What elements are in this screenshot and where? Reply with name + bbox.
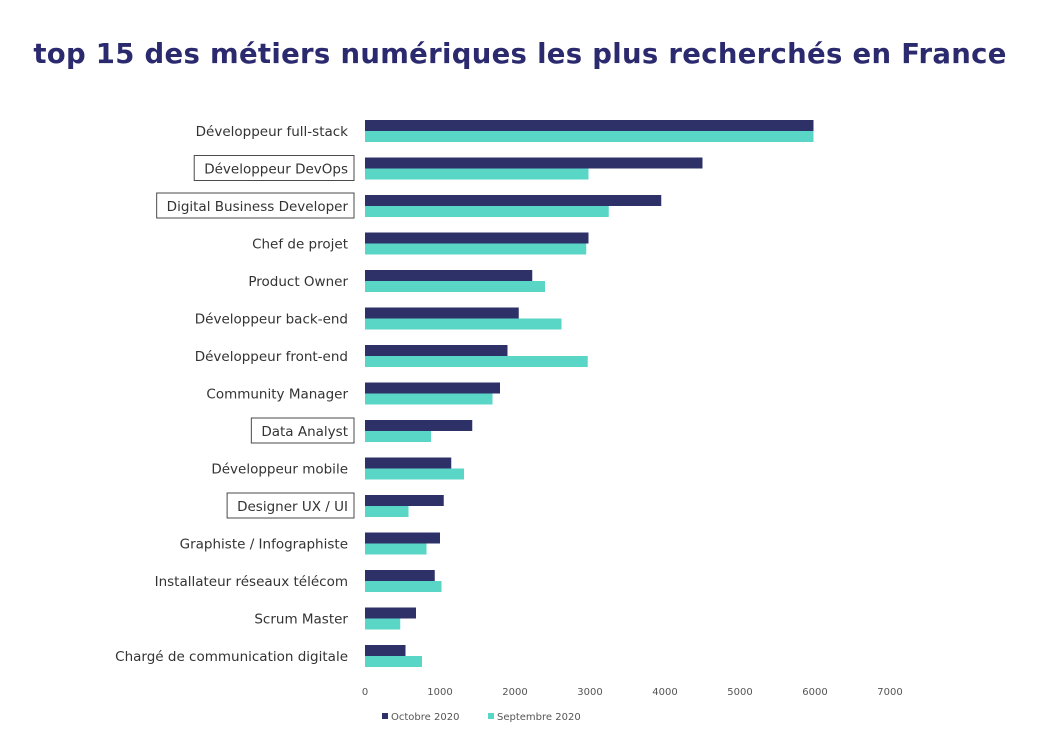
bar-septembre-2020 [365,318,562,330]
category-label: Développeur mobile [211,462,348,478]
series-september-bars [365,131,814,667]
legend: Octobre 2020 Septembre 2020 [382,712,581,723]
category-label: Installateur réseaux télécom [155,574,348,590]
category-labels: Développeur full-stack Développeur DevOps… [115,124,348,665]
chart-title: top 15 des métiers numériques les plus r… [33,38,1007,70]
bar-octobre-2020 [365,382,500,394]
bar-octobre-2020 [365,270,533,281]
x-axis-tick-labels: 0 1000 2000 3000 4000 5000 6000 7000 [362,687,903,698]
bar-octobre-2020 [365,532,440,544]
category-label: Graphiste / Infographiste [180,537,348,553]
category-label: Développeur full-stack [196,124,349,140]
bar-septembre-2020 [365,468,464,480]
bar-octobre-2020 [365,495,444,506]
x-tick-label: 3000 [577,687,602,698]
x-tick-label: 2000 [502,687,527,698]
x-tick-label: 4000 [652,687,677,698]
bar-septembre-2020 [365,393,493,405]
bar-septembre-2020 [365,506,409,517]
category-label: Data Analyst [261,424,348,440]
category-label: Développeur front-end [195,349,348,365]
series-october-bars [365,120,814,656]
legend-label: Septembre 2020 [497,712,581,723]
legend-label: Octobre 2020 [391,712,459,723]
category-label-box [250,417,355,444]
bar-octobre-2020 [365,607,416,619]
x-tick-label: 5000 [727,687,752,698]
bar-septembre-2020 [365,618,401,630]
bar-septembre-2020 [365,431,431,442]
category-label: Product Owner [248,274,348,290]
bar-octobre-2020 [365,645,406,656]
bar-octobre-2020 [365,345,508,356]
category-label: Community Manager [206,387,348,403]
bar-septembre-2020 [365,543,427,555]
category-label: Chef de projet [252,237,348,253]
category-label-boxes [156,155,355,519]
x-tick-label: 6000 [802,687,827,698]
x-tick-label: 0 [362,687,368,698]
bar-octobre-2020 [365,157,703,169]
bar-octobre-2020 [365,420,473,431]
legend-swatch [488,713,494,719]
x-tick-label: 1000 [427,687,452,698]
category-label: Développeur DevOps [204,162,348,178]
category-label-box [193,155,355,181]
bar-septembre-2020 [365,356,588,367]
bar-septembre-2020 [365,581,442,592]
category-label: Scrum Master [254,612,348,628]
bar-septembre-2020 [365,281,545,292]
legend-swatch [382,713,388,719]
bar-octobre-2020 [365,232,589,244]
bar-septembre-2020 [365,206,609,217]
bar-septembre-2020 [365,656,422,667]
bar-octobre-2020 [365,307,519,319]
category-label: Designer UX / UI [237,499,348,515]
category-label: Chargé de communication digitale [115,649,348,665]
bar-octobre-2020 [365,195,662,206]
bar-octobre-2020 [365,120,814,131]
category-label-box [156,192,355,219]
bar-septembre-2020 [365,168,589,180]
x-tick-label: 7000 [877,687,902,698]
category-label: Digital Business Developer [167,199,349,215]
category-label: Développeur back-end [195,312,348,328]
category-label-box [226,492,355,519]
bar-octobre-2020 [365,570,435,581]
bar-septembre-2020 [365,131,814,142]
bar-octobre-2020 [365,457,452,469]
bar-septembre-2020 [365,243,587,255]
